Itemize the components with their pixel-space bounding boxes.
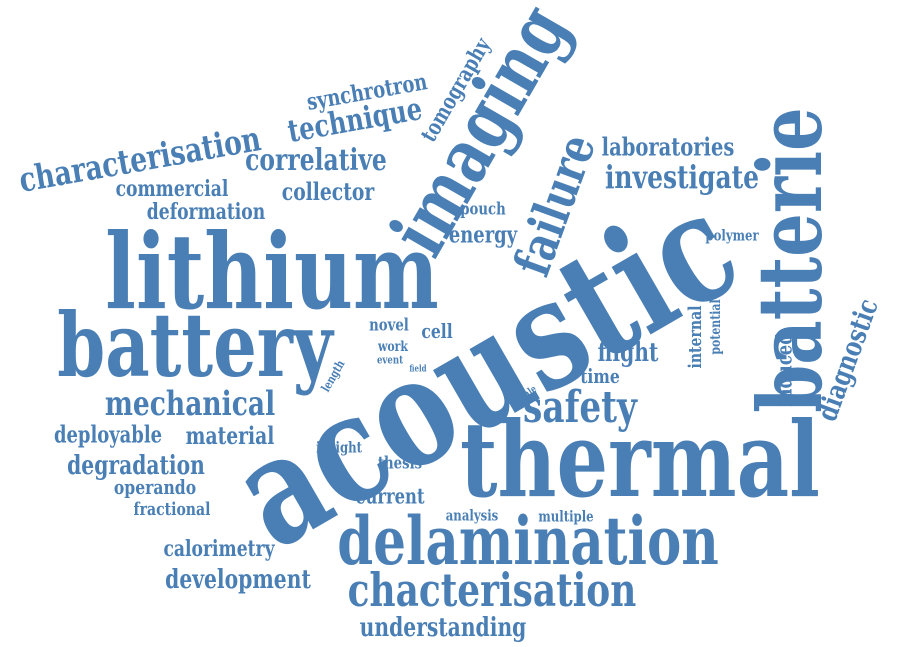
word-event: event [376, 353, 404, 367]
word-collector: collector [281, 177, 375, 206]
word-flight: flight [597, 338, 659, 368]
word-novel: novel [369, 315, 409, 336]
word-degradation: degradation [67, 451, 205, 481]
word-commercial: commercial [115, 176, 229, 202]
word-analysis: analysis [445, 506, 499, 525]
word-deformation: deformation [146, 199, 266, 225]
word-multiple: multiple [538, 507, 594, 526]
word-correlative: correlative [245, 143, 387, 178]
word-lithium: lithium [105, 210, 439, 333]
word-energy: energy [448, 221, 518, 249]
word-fractional: fractional [133, 499, 211, 520]
word-time: time [580, 364, 620, 388]
word-internal: internal [685, 305, 706, 369]
word-field: field [409, 364, 427, 375]
word-insight: insight [315, 438, 363, 457]
word-development: development [165, 565, 311, 595]
word-induced: induced [771, 333, 797, 407]
word-thesis: thesis [377, 453, 423, 474]
word-polymer: polymer [705, 226, 759, 245]
word-cell: cell [421, 319, 453, 343]
word-mechanical: mechanical [104, 384, 276, 424]
word-laboratories: laboratories [601, 132, 735, 162]
word-operando: operando [113, 475, 197, 499]
word-calorimetry: calorimetry [163, 536, 275, 562]
word-understanding: understanding [359, 613, 527, 643]
word-delamination: delamination [337, 502, 719, 580]
word-potential: potential [708, 299, 724, 355]
word-thermal: thermal [459, 398, 821, 521]
word-battery: battery [57, 293, 333, 397]
word-deployable: deployable [53, 421, 163, 449]
word-investigate: investigate [604, 158, 760, 196]
word-chacterisation: chacterisation [347, 563, 637, 617]
word-safety: safety [523, 382, 637, 433]
word-current: current [355, 483, 425, 509]
word-work: work [377, 339, 409, 355]
word-pouch: pouch [460, 199, 506, 220]
word-material: material [185, 421, 275, 450]
